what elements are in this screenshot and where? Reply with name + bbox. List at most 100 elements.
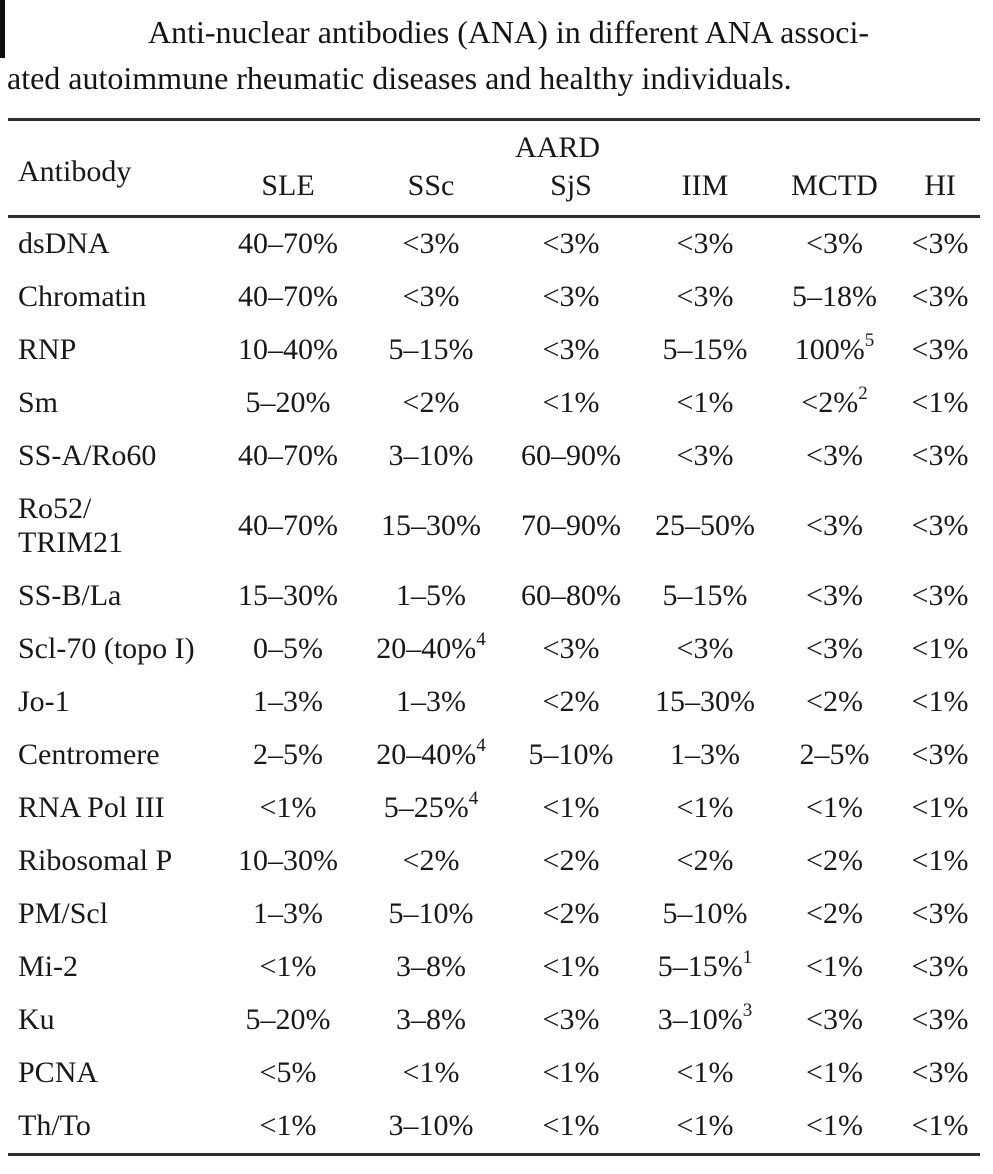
prevalence-cell: <3% — [806, 509, 863, 542]
column-header-ssc: SSc — [407, 169, 455, 202]
prevalence-cell: <1% — [911, 791, 969, 824]
prevalence-cell: <3% — [676, 632, 734, 665]
prevalence-cell: 1–3% — [396, 685, 466, 718]
table-header: Antibody AARD SLE SSc SjS IIM MCTD HI — [8, 119, 981, 217]
prevalence-cell: <3% — [542, 632, 600, 665]
table-body: dsDNA 40–70% <3% <3% <3% <3% <3% Chromatin 40–70… — [8, 217, 980, 1155]
ana-prevalence-table: Antibody AARD SLE SSc SjS IIM MCTD HI ds… — [8, 118, 981, 1156]
table-row: Sm 5–20% <2% <1% <1% <2%2 <1% — [8, 377, 980, 430]
prevalence-cell: <2% — [542, 685, 600, 718]
prevalence-cell: 20–40%4 — [376, 629, 486, 665]
prevalence-cell: <3% — [542, 1003, 600, 1036]
table-row: Jo-1 1–3% 1–3% <2% 15–30% <2% <1% — [8, 676, 980, 729]
antibody-cell: PCNA — [18, 1056, 99, 1089]
table-row: Scl-70 (topo I) 0–5% 20–40%4 <3% <3% <3% <1% — [8, 623, 980, 676]
prevalence-cell: 1–3% — [253, 685, 323, 718]
prevalence-cell: <2% — [806, 844, 863, 877]
prevalence-cell: <3% — [911, 509, 969, 542]
prevalence-cell: 2–5% — [799, 738, 870, 771]
prevalence-cell: 15–30% — [238, 579, 338, 612]
prevalence-cell: <5% — [259, 1056, 317, 1089]
prevalence-cell: <1% — [542, 1056, 600, 1089]
column-group-header-spacer — [900, 120, 980, 168]
prevalence-cell: <2%2 — [801, 383, 868, 419]
prevalence-cell: <1% — [911, 844, 969, 877]
prevalence-cell: 20–40%4 — [376, 735, 486, 771]
table-row: PM/Scl 1–3% 5–10% <2% 5–10% <2% <3% — [8, 888, 980, 941]
antibody-cell: dsDNA — [18, 227, 110, 260]
table-row: Ribosomal P 10–30% <2% <2% <2% <2% <1% — [8, 835, 980, 888]
prevalence-cell: <1% — [542, 1109, 600, 1142]
prevalence-cell: 1–3% — [670, 738, 740, 771]
footnote-marker: 4 — [476, 735, 486, 756]
prevalence-cell: <3% — [402, 280, 460, 313]
group-header-row: Antibody AARD — [8, 120, 980, 188]
footnote-marker: 4 — [476, 629, 486, 650]
prevalence-cell: 1–3% — [253, 897, 323, 930]
prevalence-cell: <1% — [806, 791, 863, 824]
prevalence-cell: 5–15% — [388, 333, 474, 366]
antibody-cell: Th/To — [18, 1109, 91, 1142]
prevalence-cell: 40–70% — [238, 280, 338, 313]
prevalence-cell: <2% — [806, 897, 863, 930]
prevalence-cell: 40–70% — [238, 227, 338, 260]
footnote-marker: 3 — [742, 1000, 753, 1021]
footnote-marker: 5 — [864, 330, 875, 351]
prevalence-cell: <3% — [806, 579, 863, 612]
prevalence-cell: <2% — [402, 386, 460, 419]
prevalence-cell: 3–8% — [396, 950, 466, 983]
prevalence-cell: 0–5% — [253, 632, 323, 665]
antibody-cell: Jo-1 — [18, 685, 70, 718]
prevalence-cell: 3–10% — [388, 439, 474, 472]
prevalence-cell: <1% — [542, 950, 600, 983]
prevalence-cell: 3–10%3 — [657, 1000, 753, 1036]
column-header-mctd: MCTD — [791, 169, 878, 202]
table-row: SS-A/Ro60 40–70% 3–10% 60–90% <3% <3% <3% — [8, 430, 980, 483]
antibody-cell: Chromatin — [18, 280, 147, 313]
prevalence-cell: 5–15% — [662, 579, 748, 612]
prevalence-cell: <1% — [911, 632, 969, 665]
antibody-cell: RNP — [18, 333, 77, 366]
column-header-row: SLE SSc SjS IIM MCTD HI — [8, 167, 980, 217]
antibody-cell: Centromere — [18, 738, 160, 771]
prevalence-cell: <3% — [911, 579, 969, 612]
prevalence-cell: 10–40% — [238, 333, 338, 366]
antibody-cell: Sm — [18, 386, 59, 419]
prevalence-cell: <3% — [542, 333, 600, 366]
prevalence-cell: <1% — [806, 950, 863, 983]
table-row: SS-B/La 15–30% 1–5% 60–80% 5–15% <3% <3% — [8, 570, 980, 623]
prevalence-cell: 40–70% — [238, 509, 338, 542]
prevalence-cell: <3% — [542, 227, 600, 260]
prevalence-cell: <1% — [911, 685, 969, 718]
prevalence-cell: <1% — [259, 791, 317, 824]
footnote-marker: 4 — [468, 788, 479, 809]
caption-line-1: Anti-nuclear antibodies (ANA) in differe… — [148, 14, 869, 50]
prevalence-cell: <3% — [911, 1056, 969, 1089]
prevalence-cell: <3% — [911, 950, 969, 983]
prevalence-cell: 5–20% — [245, 1003, 331, 1036]
table-row: Th/To <1% 3–10% <1% <1% <1% <1% — [8, 1100, 980, 1155]
prevalence-cell: 5–20% — [245, 386, 331, 419]
antibody-cell: Ribosomal P — [18, 844, 173, 877]
column-header-iim: IIM — [681, 169, 729, 202]
prevalence-cell: 5–10% — [662, 897, 748, 930]
antibody-cell: Ku — [18, 1003, 55, 1036]
prevalence-cell: 5–10% — [388, 897, 474, 930]
prevalence-cell: <3% — [911, 333, 969, 366]
prevalence-cell: <1% — [542, 386, 600, 419]
antibody-cell: Ro52/ TRIM21 — [18, 492, 123, 559]
prevalence-cell: <1% — [676, 386, 734, 419]
prevalence-cell: <2% — [402, 844, 460, 877]
prevalence-cell: <3% — [806, 632, 863, 665]
prevalence-cell: 70–90% — [521, 509, 621, 542]
prevalence-cell: <3% — [911, 738, 969, 771]
prevalence-cell: <3% — [911, 439, 969, 472]
table-row: Mi-2 <1% 3–8% <1% 5–15%1 <1% <3% — [8, 941, 980, 994]
table-row: Centromere 2–5% 20–40%4 5–10% 1–3% 2–5% <3% — [8, 729, 980, 782]
prevalence-cell: 5–15% — [662, 333, 748, 366]
column-header-sjs: SjS — [550, 169, 592, 202]
table-row: RNA Pol III <1% 5–25%4 <1% <1% <1% <1% — [8, 782, 980, 835]
antibody-cell: SS-B/La — [18, 579, 122, 612]
prevalence-cell: 100%5 — [794, 330, 875, 366]
table-caption: Anti-nuclear antibodies (ANA) in differe… — [0, 0, 993, 101]
